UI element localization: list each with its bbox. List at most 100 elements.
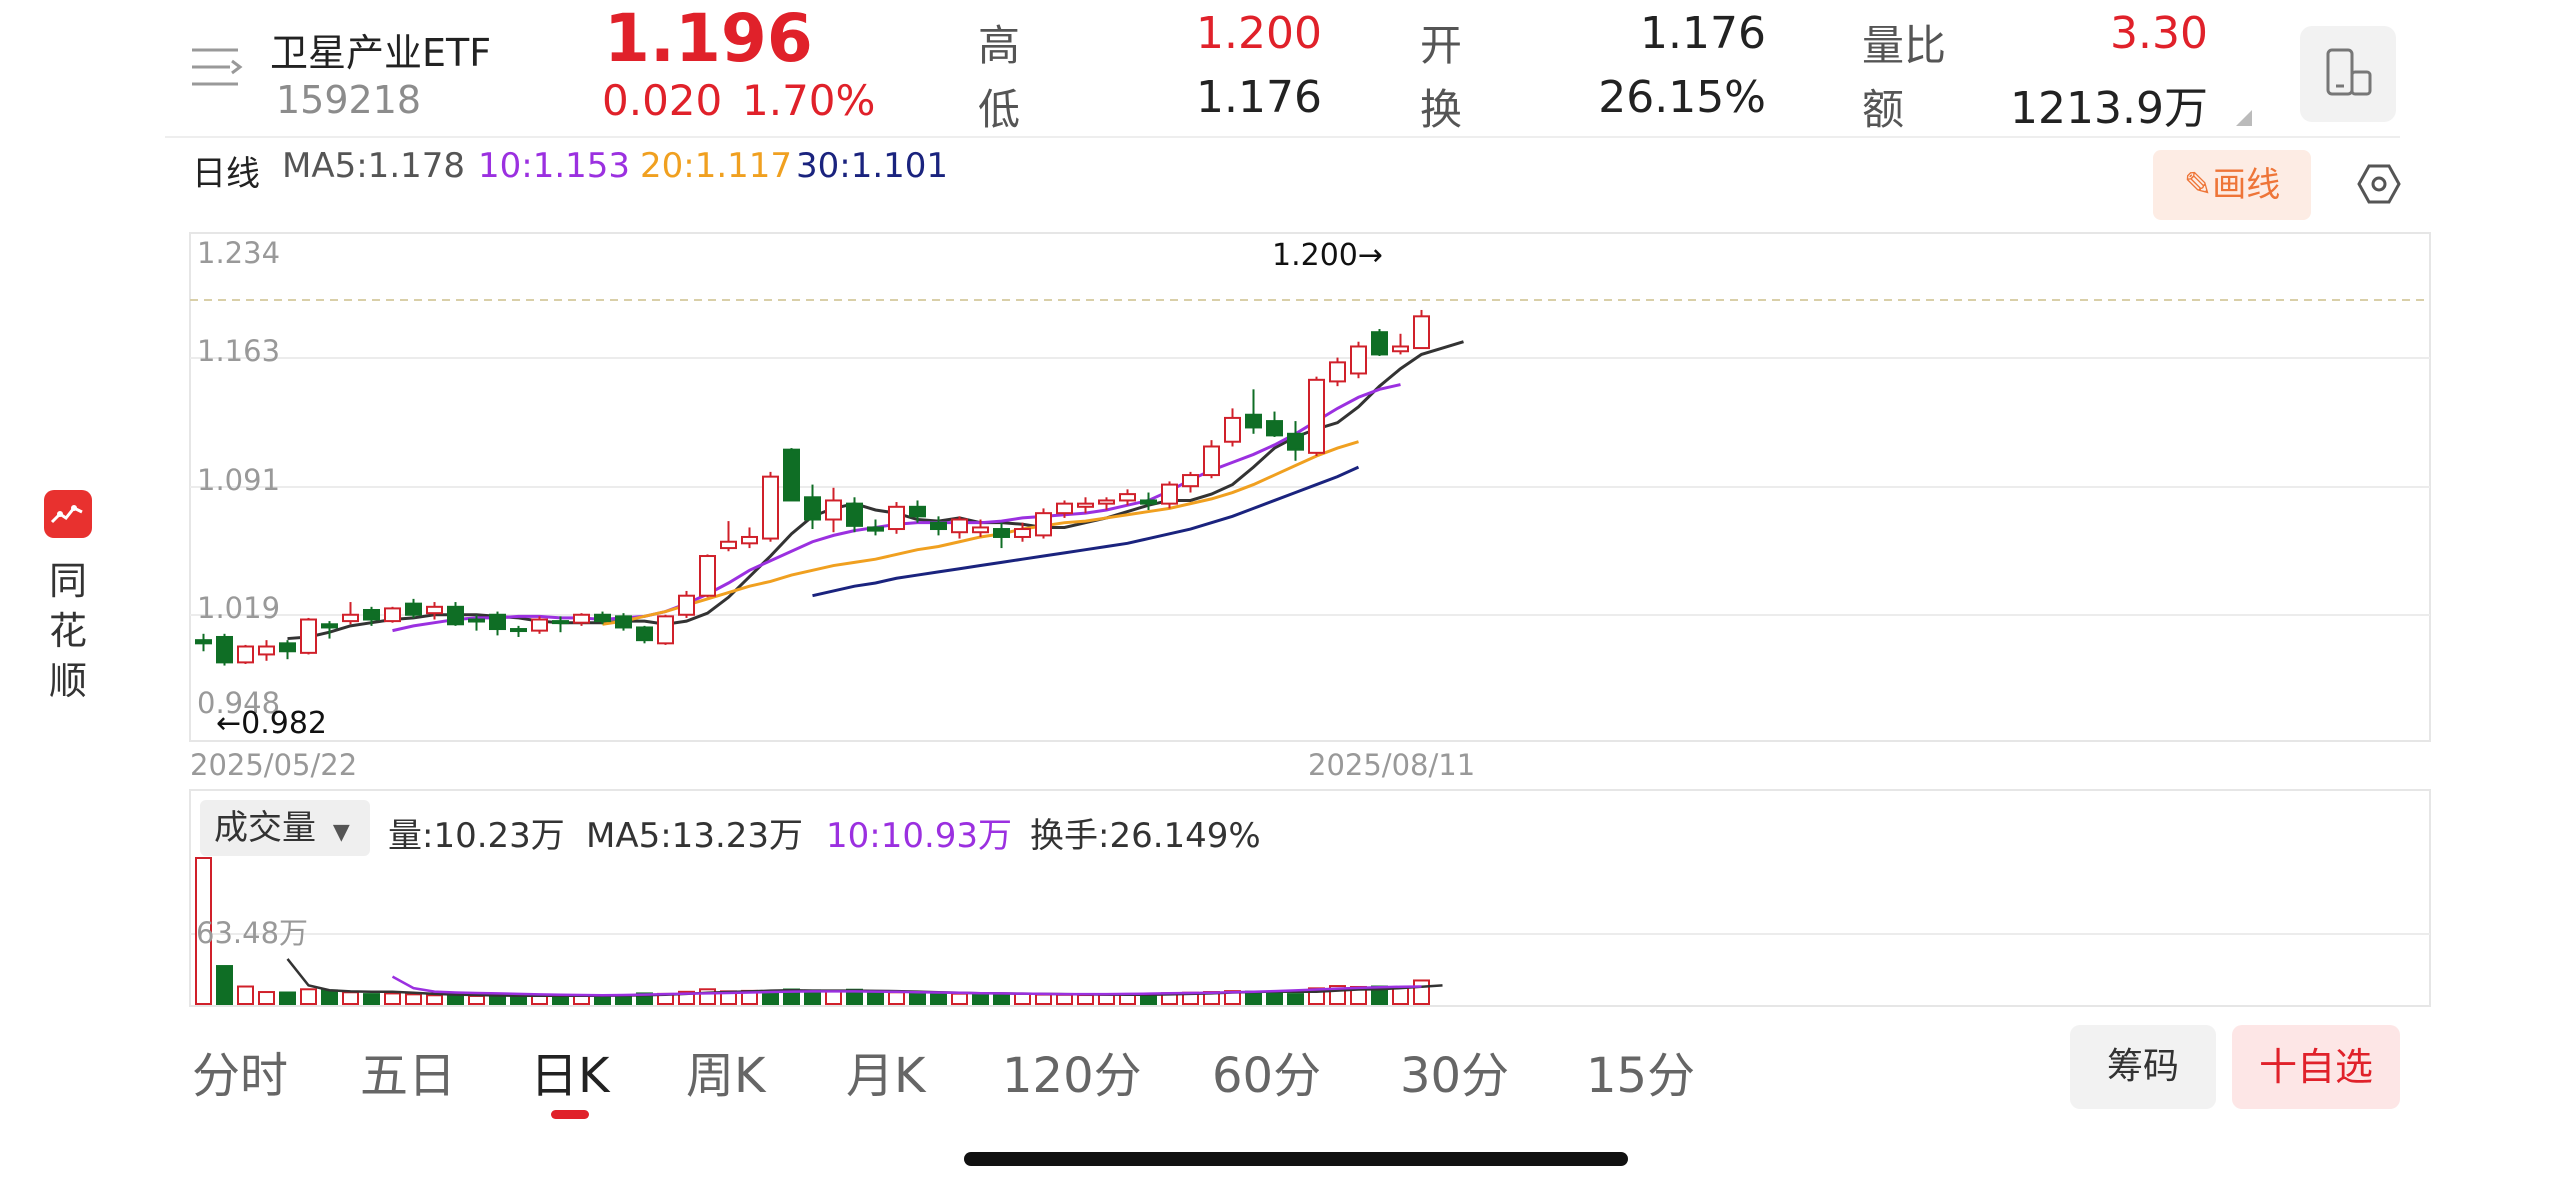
app-name-char-1: 同 (48, 559, 87, 603)
volume-bar (1035, 993, 1052, 1005)
stock-code: 159218 (276, 78, 422, 122)
open-label: 开 (1420, 21, 1463, 70)
volume-indicator-select[interactable]: 成交量 ▼ (200, 800, 370, 856)
candle (594, 613, 611, 623)
open-value: 1.176 (1640, 8, 1766, 59)
candle (489, 613, 506, 631)
candle (405, 602, 422, 616)
candle (867, 526, 884, 532)
tab-60-min[interactable]: 60分 (1212, 1048, 1322, 1104)
volume-chart[interactable] (0, 0, 2556, 1020)
add-watchlist-button[interactable]: 十自选 (2232, 1025, 2400, 1109)
volume-bar (216, 965, 233, 1005)
candle (930, 521, 947, 531)
volume-bar (321, 989, 338, 1005)
period-label: 日线 (192, 154, 260, 194)
y-tick-label: 1.019 (197, 591, 281, 625)
tab-intraday[interactable]: 分时 (192, 1048, 289, 1104)
volume-bar (825, 989, 842, 1006)
low-value: 1.176 (1196, 72, 1322, 123)
volume-bar (363, 993, 380, 1006)
settings-hexagon-icon[interactable] (2355, 160, 2403, 208)
volume-bar (1287, 993, 1304, 1006)
volume-bar (1392, 986, 1409, 1006)
tab-120-min[interactable]: 120分 (1002, 1048, 1142, 1104)
volume-indicator-label: 成交量 (214, 808, 316, 848)
volume-bar (909, 991, 926, 1006)
ma10-value: 10:1.153 (478, 146, 631, 186)
candle (783, 448, 800, 502)
candle (825, 499, 842, 521)
candle (384, 607, 401, 623)
candle (1014, 528, 1031, 538)
candle (636, 626, 653, 642)
current-price: 1.196 (604, 0, 813, 77)
price-chart[interactable] (0, 0, 2556, 800)
volume-turnover-value: 换手:26.149% (1030, 816, 1261, 856)
candle (195, 639, 212, 645)
volume-bar (762, 991, 779, 1006)
chips-button[interactable]: 筹码 (2070, 1025, 2216, 1109)
candle (573, 613, 590, 624)
candle (510, 628, 527, 633)
home-indicator[interactable] (964, 1152, 1628, 1166)
tab-weekly-k[interactable]: 周K (686, 1048, 766, 1104)
candle (1371, 331, 1388, 356)
menu-icon[interactable] (190, 44, 246, 90)
volume-ma-line-10 (391, 975, 1422, 997)
volume-bar (993, 993, 1010, 1006)
pencil-icon: ✎ (2183, 165, 2213, 205)
price-change-pct: 1.70% (742, 76, 876, 125)
volume-bar (237, 985, 254, 1006)
candle (1245, 413, 1262, 429)
candle (1287, 432, 1304, 451)
tonghuashun-logo-icon[interactable] (44, 490, 92, 538)
candle (1350, 345, 1367, 375)
tab-30-min[interactable]: 30分 (1400, 1048, 1510, 1104)
candle (447, 605, 464, 626)
tab-monthly-k[interactable]: 月K (846, 1048, 926, 1104)
candle (951, 518, 968, 534)
volume-bar (951, 992, 968, 1005)
turnover-label: 换 (1420, 85, 1463, 134)
candle (972, 526, 989, 534)
volume-value: 量:10.23万 (388, 816, 565, 856)
volume-bar (552, 994, 569, 1005)
volume-bar (300, 988, 317, 1005)
candle (1266, 420, 1283, 437)
candle (846, 502, 863, 527)
candle (699, 555, 716, 597)
draw-line-label: 画线 (2212, 165, 2281, 205)
candle (1140, 499, 1157, 505)
ma5-value: MA5:1.178 (282, 146, 466, 186)
candle (993, 528, 1010, 538)
volume-bar (1266, 990, 1283, 1006)
candle (1056, 502, 1073, 515)
tab-15-min[interactable]: 15分 (1586, 1048, 1696, 1104)
amount-label: 额 (1862, 85, 1905, 134)
tab-daily-k[interactable]: 日K (530, 1048, 610, 1104)
stock-name: 卫星产业ETF (270, 31, 492, 75)
app-name-char-2: 花 (48, 609, 87, 653)
candle (1224, 416, 1241, 443)
tab-five-day[interactable]: 五日 (360, 1048, 457, 1104)
draw-line-button[interactable]: ✎画线 (2153, 150, 2311, 220)
candle (804, 496, 821, 521)
candle (762, 475, 779, 540)
candle (678, 594, 695, 616)
candle (615, 615, 632, 629)
volume-bar (468, 994, 485, 1005)
expand-corner-icon[interactable] (2236, 110, 2252, 130)
candle (1035, 512, 1052, 537)
turnover-value: 26.15% (1598, 72, 1766, 123)
ma30-value: 30:1.101 (796, 146, 949, 186)
candle (531, 618, 548, 632)
volume-chart-frame (189, 789, 2431, 1007)
y-tick-label: 1.234 (197, 236, 281, 270)
high-value: 1.200 (1196, 8, 1322, 59)
volume-bar (279, 991, 296, 1005)
volume-bar (1056, 993, 1073, 1005)
volume-bar (426, 994, 443, 1006)
rotate-device-button[interactable] (2300, 26, 2396, 122)
candle (237, 645, 254, 664)
